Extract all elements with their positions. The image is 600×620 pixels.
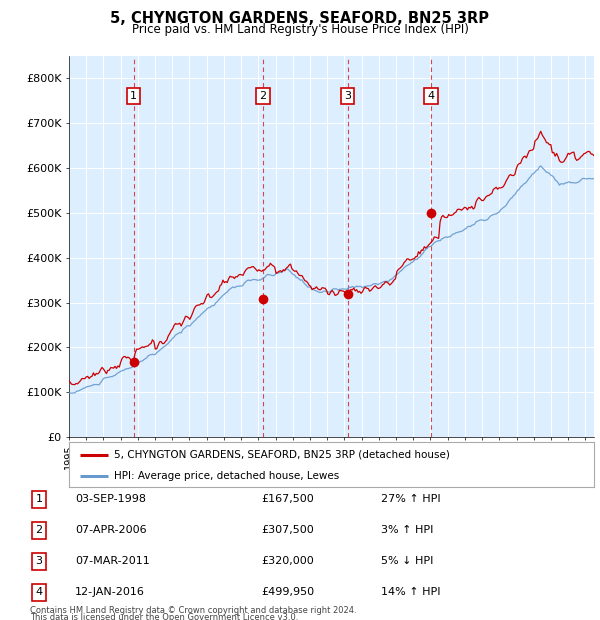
Text: 2: 2: [259, 91, 266, 101]
Text: £499,950: £499,950: [261, 587, 314, 597]
Text: £307,500: £307,500: [261, 525, 314, 535]
Text: 03-SEP-1998: 03-SEP-1998: [75, 494, 146, 504]
Text: 4: 4: [427, 91, 434, 101]
Text: £167,500: £167,500: [261, 494, 314, 504]
Text: 14% ↑ HPI: 14% ↑ HPI: [381, 587, 440, 597]
Text: 4: 4: [35, 587, 43, 597]
Text: 5% ↓ HPI: 5% ↓ HPI: [381, 556, 433, 566]
Text: 3: 3: [344, 91, 351, 101]
Text: £320,000: £320,000: [261, 556, 314, 566]
Text: 2: 2: [35, 525, 43, 535]
Text: 1: 1: [130, 91, 137, 101]
Text: 5, CHYNGTON GARDENS, SEAFORD, BN25 3RP (detached house): 5, CHYNGTON GARDENS, SEAFORD, BN25 3RP (…: [113, 450, 449, 459]
Text: 12-JAN-2016: 12-JAN-2016: [75, 587, 145, 597]
Text: 07-APR-2006: 07-APR-2006: [75, 525, 146, 535]
Text: 3: 3: [35, 556, 43, 566]
Text: HPI: Average price, detached house, Lewes: HPI: Average price, detached house, Lewe…: [113, 471, 339, 480]
Text: 27% ↑ HPI: 27% ↑ HPI: [381, 494, 440, 504]
Text: 1: 1: [35, 494, 43, 504]
Text: Contains HM Land Registry data © Crown copyright and database right 2024.: Contains HM Land Registry data © Crown c…: [30, 606, 356, 615]
Text: This data is licensed under the Open Government Licence v3.0.: This data is licensed under the Open Gov…: [30, 613, 298, 620]
Text: 5, CHYNGTON GARDENS, SEAFORD, BN25 3RP: 5, CHYNGTON GARDENS, SEAFORD, BN25 3RP: [110, 11, 490, 25]
Text: 07-MAR-2011: 07-MAR-2011: [75, 556, 150, 566]
Text: 3% ↑ HPI: 3% ↑ HPI: [381, 525, 433, 535]
Text: Price paid vs. HM Land Registry's House Price Index (HPI): Price paid vs. HM Land Registry's House …: [131, 23, 469, 36]
